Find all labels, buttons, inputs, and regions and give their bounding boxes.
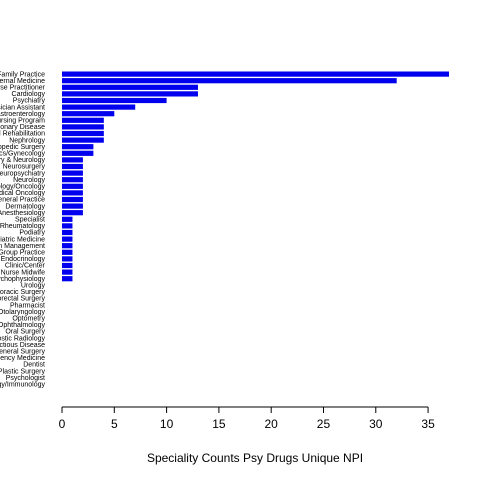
category-label-39: Oral Surgery — [5, 329, 45, 336]
bar-8 — [62, 124, 104, 130]
category-label-29: Clinic/Center — [5, 263, 46, 270]
bar-27 — [62, 249, 73, 255]
category-label-46: Psychologist — [6, 375, 45, 382]
category-label-10: Nephrology — [9, 137, 45, 144]
category-label-0: Family Practice — [0, 71, 45, 78]
category-label-36: Otolaryngology — [0, 309, 45, 316]
x-tick-label-4: 20 — [265, 417, 279, 431]
category-label-32: Urology — [21, 283, 46, 290]
category-labels: Family PracticeInternal MedicineNurse Pr… — [0, 71, 46, 388]
bar-31 — [62, 276, 73, 282]
category-label-20: Dermatology — [5, 203, 45, 210]
category-label-23: Rheumatology — [0, 223, 45, 230]
bar-18 — [62, 190, 83, 196]
bar-16 — [62, 177, 83, 183]
bar-12 — [62, 150, 94, 156]
category-label-34: Colorectal Surgery — [0, 296, 46, 303]
category-label-7: Nursing Program — [0, 118, 45, 125]
bar-2 — [62, 84, 198, 90]
x-tick-label-7: 35 — [421, 417, 435, 431]
category-label-13: Psychiatry & Neurology — [0, 157, 45, 164]
bar-1 — [62, 78, 397, 84]
x-tick-label-3: 15 — [212, 417, 226, 431]
bar-30 — [62, 269, 73, 275]
category-label-1: Internal Medicine — [0, 78, 45, 85]
category-label-22: Specialist — [15, 217, 45, 224]
category-label-27: Group Practice — [0, 250, 45, 257]
category-label-37: Optometry — [12, 316, 45, 323]
x-tick-label-2: 10 — [160, 417, 174, 431]
category-label-43: Emergency Medicine — [0, 355, 45, 362]
x-axis-title: Speciality Counts Psy Drugs Unique NPI — [147, 451, 363, 465]
bar-14 — [62, 163, 83, 170]
category-label-19: General Practice — [0, 197, 45, 204]
x-tick-label-0: 0 — [59, 417, 66, 431]
category-label-14: Neurosurgery — [3, 164, 46, 171]
bar-7 — [62, 117, 104, 123]
bar-6 — [62, 111, 115, 117]
category-label-16: Neurology — [13, 177, 45, 184]
bar-0 — [62, 71, 449, 77]
bar-11 — [62, 144, 94, 150]
category-label-26: Pain Management — [0, 243, 45, 250]
category-label-30: Certified Nurse Midwife — [0, 269, 45, 276]
category-label-11: Orthopedic Surgery — [0, 144, 45, 151]
category-label-3: Cardiology — [12, 91, 46, 98]
category-label-21: Anesthesiology — [0, 210, 45, 217]
category-label-24: Podiatry — [19, 230, 45, 237]
bar-28 — [62, 256, 73, 262]
category-label-15: Neuropsychiatry — [0, 170, 45, 177]
x-tick-label-5: 25 — [317, 417, 331, 431]
category-label-38: Ophthalmology — [0, 322, 45, 329]
bar-4 — [62, 97, 167, 104]
bar-29 — [62, 262, 73, 269]
x-axis: 0 5 10 15 20 25 30 35 — [59, 406, 435, 431]
category-label-5: Physician Assistant — [0, 104, 45, 111]
category-label-4: Psychiatry — [13, 98, 46, 105]
category-label-6: Gastroenterology — [0, 111, 45, 118]
bar-15 — [62, 170, 83, 176]
bar-20 — [62, 203, 83, 209]
bar-23 — [62, 223, 73, 229]
category-label-45: Plastic Surgery — [0, 368, 45, 375]
category-label-42: General Surgery — [0, 349, 45, 356]
category-label-8: Pulmonary Disease — [0, 124, 45, 131]
category-label-9: Physical Medicine and Rehabilitation — [0, 131, 45, 138]
bar-5 — [62, 104, 136, 110]
category-label-35: Pharmacist — [10, 302, 45, 309]
bar-26 — [62, 243, 73, 249]
bar-3 — [62, 91, 198, 97]
category-label-2: Nurse Practitioner — [0, 85, 46, 92]
category-label-33: Thoracic Surgery — [0, 289, 45, 296]
bar-19 — [62, 196, 83, 203]
bar-21 — [62, 210, 83, 216]
bar-10 — [62, 137, 104, 143]
category-label-47: Allergy/Immunology — [0, 382, 46, 389]
x-tick-label-6: 30 — [369, 417, 383, 431]
category-label-12: Obstetrics/Gynecology — [0, 151, 45, 158]
bar-22 — [62, 216, 73, 222]
category-label-40: Diagnostic Radiology — [0, 335, 45, 342]
bar-17 — [62, 183, 83, 189]
bar-9 — [62, 130, 104, 137]
category-label-28: Endocrinology — [1, 256, 46, 263]
category-label-17: Hematology/Oncology — [0, 184, 45, 191]
bar-13 — [62, 157, 83, 163]
category-label-18: Medical Oncology — [0, 190, 45, 197]
category-label-44: Dentist — [23, 362, 45, 369]
category-label-31: Clinical Neuropsychophysiology — [0, 276, 45, 283]
bar-24 — [62, 229, 73, 236]
bar-25 — [62, 236, 73, 242]
category-label-25: Geriatric Medicine — [0, 236, 45, 243]
category-label-41: Infectious Disease — [0, 342, 45, 349]
bars — [62, 71, 449, 282]
x-tick-label-1: 5 — [111, 417, 118, 431]
